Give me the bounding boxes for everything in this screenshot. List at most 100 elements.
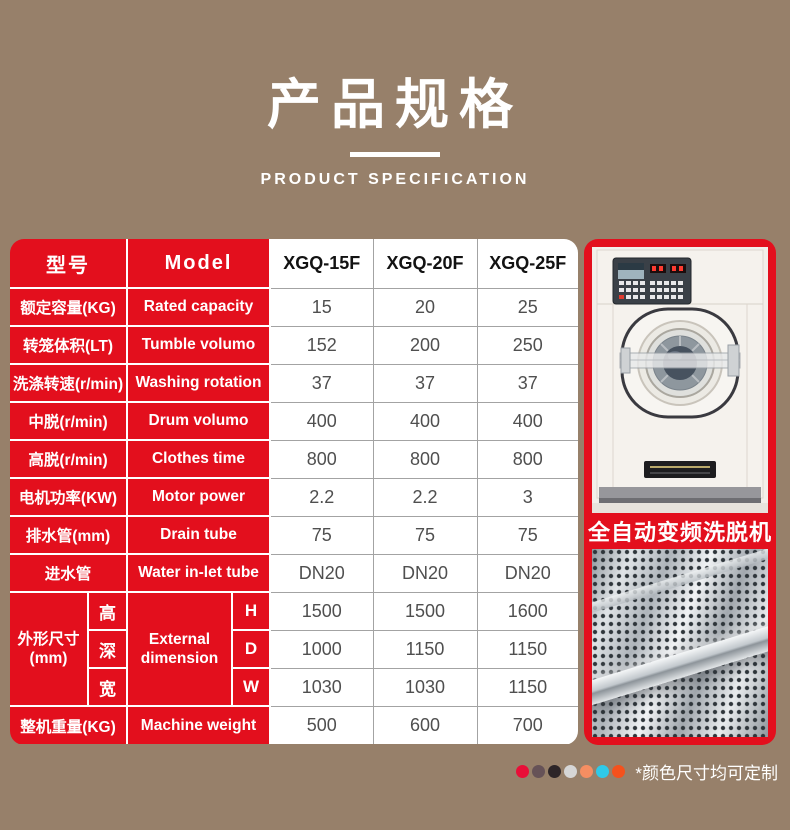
spec-value: 37 xyxy=(269,363,374,403)
spec-value: 75 xyxy=(476,515,578,555)
color-dot xyxy=(580,764,594,778)
row-label-cn: 额定容量(KG) xyxy=(10,287,128,327)
spec-row: 进水管 Water in-let tube DN20 DN20 DN20 xyxy=(10,553,578,593)
note-text: *颜色尺寸均可定制 xyxy=(635,763,778,783)
dimension-label-en: External dimension xyxy=(126,591,233,707)
dimension-code: H xyxy=(231,591,271,631)
row-label-en: Motor power xyxy=(126,477,271,517)
page-title: 产品规格 xyxy=(267,75,523,135)
spec-row: 转笼体积(LT) Tumble volumo 152 200 250 xyxy=(10,325,578,365)
row-label-cn: 洗涤转速(r/min) xyxy=(10,363,128,403)
row-label-en: Machine weight xyxy=(126,705,271,744)
spec-value: 1030 xyxy=(372,667,478,707)
spec-value: 152 xyxy=(269,325,374,365)
spec-value: 500 xyxy=(269,705,374,744)
spec-row: 整机重量(KG) Machine weight 500 600 700 xyxy=(10,705,578,744)
spec-value: 1030 xyxy=(269,667,374,707)
color-dot xyxy=(612,764,626,778)
dimension-row: 深 D 1000 1150 1150 xyxy=(10,629,578,669)
title-block: 产品规格 PRODUCT SPECIFICATION xyxy=(0,0,790,189)
spec-row: 额定容量(KG) Rated capacity 15 20 25 xyxy=(10,287,578,327)
spec-value: 1150 xyxy=(476,629,578,669)
washer-machine-image xyxy=(592,247,768,513)
customization-note: *颜色尺寸均可定制 xyxy=(516,761,778,783)
spec-value: 1600 xyxy=(476,591,578,631)
spec-value: DN20 xyxy=(372,553,478,593)
drum-detail-image xyxy=(592,549,768,737)
spec-value: DN20 xyxy=(269,553,374,593)
row-label-en: Drain tube xyxy=(126,515,271,555)
spec-value: 800 xyxy=(372,439,478,479)
color-dot xyxy=(516,764,530,778)
spec-row: 高脱(r/min) Clothes time 800 800 800 xyxy=(10,439,578,479)
header-label-en: Model xyxy=(126,239,271,289)
spec-value: 1500 xyxy=(269,591,374,631)
spec-value: 37 xyxy=(372,363,478,403)
spec-row: 电机功率(KW) Motor power 2.2 2.2 3 xyxy=(10,477,578,517)
row-label-cn: 进水管 xyxy=(10,553,128,593)
dimension-row: 宽 W 1030 1030 1150 xyxy=(10,667,578,707)
spec-value: 25 xyxy=(476,287,578,327)
washer-machine-illustration xyxy=(592,247,768,513)
dimension-label-en-line1: External xyxy=(148,630,211,648)
table-header-row: 型号 Model XGQ-15F XGQ-20F XGQ-25F xyxy=(10,239,578,289)
spec-value: 75 xyxy=(372,515,478,555)
spec-value: 37 xyxy=(476,363,578,403)
dimension-code: W xyxy=(231,667,271,707)
spec-value: 1000 xyxy=(269,629,374,669)
drum-seam-ridge xyxy=(592,603,768,715)
row-label-en: Tumble volumo xyxy=(126,325,271,365)
spec-value: 250 xyxy=(476,325,578,365)
dimension-sub-cn: 宽 xyxy=(87,667,128,707)
dimension-code: D xyxy=(231,629,271,669)
row-label-en: Washing rotation xyxy=(126,363,271,403)
row-label-cn: 排水管(mm) xyxy=(10,515,128,555)
drum-seam-highlight xyxy=(592,549,768,626)
page-subtitle: PRODUCT SPECIFICATION xyxy=(260,171,530,189)
row-label-en: Clothes time xyxy=(126,439,271,479)
dimension-sub-cn: 高 xyxy=(87,591,128,631)
spec-value: 3 xyxy=(476,477,578,517)
spec-value: 20 xyxy=(372,287,478,327)
row-label-cn: 整机重量(KG) xyxy=(10,705,128,744)
dimension-label-cn-line1: 外形尺寸 xyxy=(17,630,80,648)
spec-table: 型号 Model XGQ-15F XGQ-20F XGQ-25F 额定容量(KG… xyxy=(10,239,578,744)
spec-value: 2.2 xyxy=(269,477,374,517)
spec-row: 中脱(r/min) Drum volumo 400 400 400 xyxy=(10,401,578,441)
row-label-cn: 电机功率(KW) xyxy=(10,477,128,517)
row-label-cn: 转笼体积(LT) xyxy=(10,325,128,365)
dimension-sub-cn: 深 xyxy=(87,629,128,669)
spec-value: 2.2 xyxy=(372,477,478,517)
spec-value: 1500 xyxy=(372,591,478,631)
row-label-cn: 高脱(r/min) xyxy=(10,439,128,479)
model-header: XGQ-25F xyxy=(476,239,578,289)
spec-value: 200 xyxy=(372,325,478,365)
spec-value: 700 xyxy=(476,705,578,744)
model-header: XGQ-20F xyxy=(372,239,478,289)
header-label-cn: 型号 xyxy=(10,239,128,289)
spec-table-wrap: 型号 Model XGQ-15F XGQ-20F XGQ-25F 额定容量(KG… xyxy=(10,239,578,745)
spec-value: 400 xyxy=(269,401,374,441)
product-photo-panel: 全自动变频洗脱机 xyxy=(584,239,776,745)
spec-value: 400 xyxy=(476,401,578,441)
spec-value: 1150 xyxy=(372,629,478,669)
spec-value: 1150 xyxy=(476,667,578,707)
dimension-label-cn: 外形尺寸 (mm) xyxy=(10,591,89,707)
spec-value: 800 xyxy=(269,439,374,479)
dimension-label-en-line2: dimension xyxy=(140,650,219,667)
dimension-label-cn-line2: (mm) xyxy=(29,650,68,667)
row-label-en: Drum volumo xyxy=(126,401,271,441)
spec-value: 15 xyxy=(269,287,374,327)
spec-value: 600 xyxy=(372,705,478,744)
spec-row: 洗涤转速(r/min) Washing rotation 37 37 37 xyxy=(10,363,578,403)
model-header: XGQ-15F xyxy=(269,239,374,289)
dimension-row: 外形尺寸 (mm) 高 External dimension H 1500 15… xyxy=(10,591,578,707)
color-dot xyxy=(596,764,610,778)
row-label-en: Rated capacity xyxy=(126,287,271,327)
spec-row: 排水管(mm) Drain tube 75 75 75 xyxy=(10,515,578,555)
spec-value: 800 xyxy=(476,439,578,479)
spec-value: 400 xyxy=(372,401,478,441)
spec-value: DN20 xyxy=(476,553,578,593)
color-dot xyxy=(564,764,578,778)
row-label-cn: 中脱(r/min) xyxy=(10,401,128,441)
